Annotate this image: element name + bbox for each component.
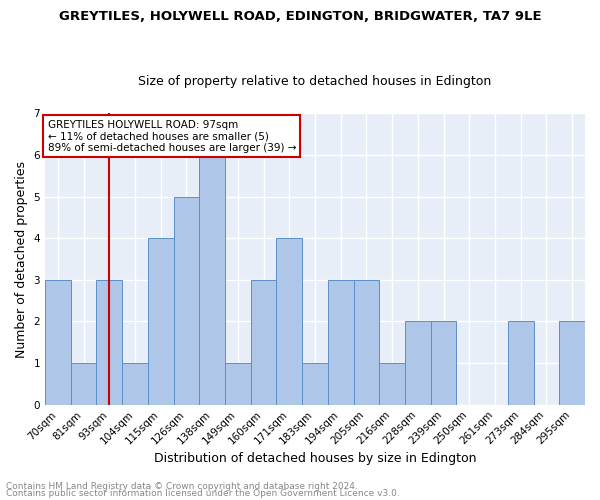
Text: Contains HM Land Registry data © Crown copyright and database right 2024.: Contains HM Land Registry data © Crown c… <box>6 482 358 491</box>
Bar <box>508 322 533 404</box>
Bar <box>302 363 328 405</box>
Bar <box>405 322 431 404</box>
Bar <box>225 363 251 405</box>
Bar <box>173 196 199 404</box>
Y-axis label: Number of detached properties: Number of detached properties <box>15 160 28 358</box>
Bar <box>353 280 379 404</box>
Bar <box>379 363 405 405</box>
Bar <box>328 280 353 404</box>
Bar <box>199 155 225 404</box>
Bar <box>97 280 122 404</box>
Bar <box>45 280 71 404</box>
Bar <box>122 363 148 405</box>
Bar <box>148 238 173 404</box>
Title: Size of property relative to detached houses in Edington: Size of property relative to detached ho… <box>139 76 491 88</box>
X-axis label: Distribution of detached houses by size in Edington: Distribution of detached houses by size … <box>154 452 476 465</box>
Bar <box>277 238 302 404</box>
Text: GREYTILES, HOLYWELL ROAD, EDINGTON, BRIDGWATER, TA7 9LE: GREYTILES, HOLYWELL ROAD, EDINGTON, BRID… <box>59 10 541 23</box>
Text: GREYTILES HOLYWELL ROAD: 97sqm
← 11% of detached houses are smaller (5)
89% of s: GREYTILES HOLYWELL ROAD: 97sqm ← 11% of … <box>47 120 296 152</box>
Text: Contains public sector information licensed under the Open Government Licence v3: Contains public sector information licen… <box>6 489 400 498</box>
Bar <box>71 363 97 405</box>
Bar <box>251 280 277 404</box>
Bar <box>431 322 457 404</box>
Bar <box>559 322 585 404</box>
